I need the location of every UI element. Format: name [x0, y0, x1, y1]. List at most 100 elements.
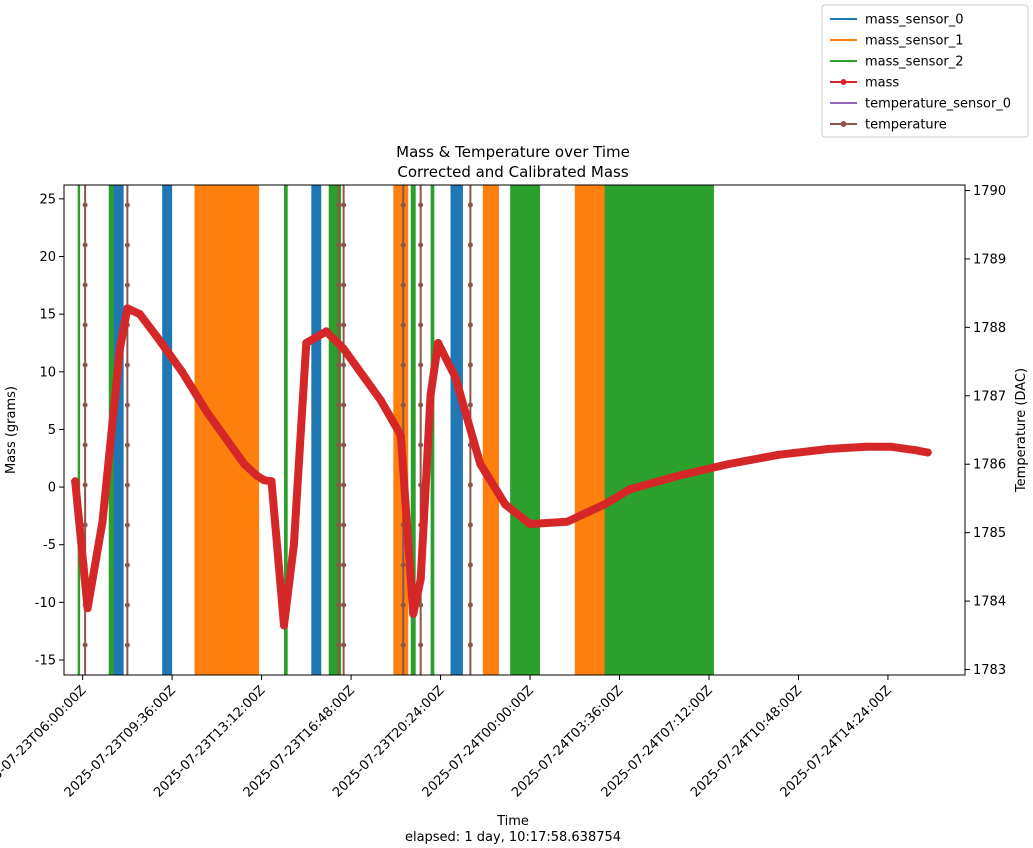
temperature-spike-dots-2	[336, 202, 342, 648]
mass-point	[153, 333, 162, 342]
temperature-point	[336, 562, 342, 568]
mass-point	[434, 338, 443, 347]
mass-layer	[71, 304, 932, 630]
mass-point	[526, 519, 535, 528]
mass-point	[71, 477, 80, 486]
mass-point	[923, 448, 932, 457]
temperature-point	[336, 242, 342, 248]
chart-subtitle: Corrected and Calibrated Mass	[397, 163, 628, 181]
temperature-point	[82, 642, 88, 648]
y-right-tick-label: 1788	[973, 321, 1006, 336]
legend-label: mass_sensor_2	[865, 55, 964, 70]
y-left-tick-label: 20	[39, 250, 56, 265]
temperature-point	[82, 482, 88, 488]
temperature-point	[467, 522, 473, 528]
mass-point	[252, 471, 261, 480]
mass-point	[240, 460, 249, 469]
mass-point	[451, 373, 460, 382]
mass_sensor_1-band-0	[194, 185, 260, 675]
temperature-point	[82, 442, 88, 448]
mass_sensor_2-band-0	[77, 185, 81, 675]
mass_sensor_2-band-7	[604, 185, 714, 675]
temperature-point	[400, 322, 406, 328]
legend-entry-temperature: temperature	[830, 118, 947, 133]
mass-point	[774, 450, 783, 459]
temperature-point	[82, 362, 88, 368]
temperature-point	[467, 562, 473, 568]
mass_sensor_2-band-4	[410, 185, 416, 675]
mass-point	[476, 460, 485, 469]
temperature-point	[124, 522, 130, 528]
temperature-point	[124, 602, 130, 608]
legend-entry-temperature-sensor-0: temperature_sensor_0	[830, 97, 1011, 112]
mass-point	[886, 442, 895, 451]
temperature-point	[124, 642, 130, 648]
temperature-point	[400, 362, 406, 368]
mass_sensor_0-band-3	[450, 185, 463, 675]
legend-marker	[840, 121, 847, 127]
mass-point	[260, 476, 269, 485]
mass_sensor_0-band-2	[311, 185, 322, 675]
mass_sensor_0-band-1	[162, 185, 173, 675]
mass_sensor_2-band-6	[510, 185, 540, 675]
temperature-point	[124, 402, 130, 408]
temperature-point	[341, 362, 347, 368]
temperature-point	[400, 602, 406, 608]
temperature-point	[418, 322, 424, 328]
temperature-point	[124, 562, 130, 568]
legend-label: temperature_sensor_0	[865, 97, 1011, 112]
y-right-tick-label: 1785	[973, 526, 1006, 541]
temperature-point	[341, 442, 347, 448]
temperature-point	[336, 642, 342, 648]
legend-entry-mass-sensor-0: mass_sensor_0	[830, 13, 964, 28]
temperature-point	[400, 242, 406, 248]
y-right-tick-label: 1790	[973, 184, 1006, 199]
temperature-point	[341, 642, 347, 648]
chart-title: Mass & Temperature over Time	[396, 143, 630, 161]
y-axis-left-label: Mass (grams)	[4, 386, 19, 474]
mass-point	[339, 344, 348, 353]
temperature-point	[336, 522, 342, 528]
legend-label: temperature	[865, 118, 947, 133]
legend-label: mass	[865, 76, 899, 91]
mass-point	[267, 477, 276, 486]
temperature-spike-dots-1	[124, 202, 130, 648]
temperature-spike-dots-6	[467, 202, 473, 648]
temperature-point	[82, 242, 88, 248]
temperature-point	[467, 242, 473, 248]
temperature-point	[341, 242, 347, 248]
temperature-point	[124, 442, 130, 448]
temperature-point	[124, 282, 130, 288]
temperature-point	[467, 402, 473, 408]
mass-point	[279, 621, 288, 630]
y-axis-right: 1783 1784 1785 1786 1787 1788 1789 1790	[965, 184, 1006, 678]
mass-point	[600, 500, 609, 509]
mass-point	[625, 485, 634, 494]
temperature-point	[336, 602, 342, 608]
temperature-point	[341, 602, 347, 608]
mass-point	[115, 344, 124, 353]
mass-point	[396, 431, 405, 440]
mass-point	[588, 506, 597, 515]
mass-point	[824, 445, 833, 454]
temperature-point	[467, 322, 473, 328]
temperature-point	[336, 202, 342, 208]
mass-point	[724, 460, 733, 469]
temperature-point	[336, 442, 342, 448]
plot-frame	[63, 184, 966, 676]
mass-point	[409, 609, 418, 618]
temperature-point	[418, 202, 424, 208]
temperature-point	[418, 402, 424, 408]
temperature-point	[336, 362, 342, 368]
y-left-tick-label: -5	[43, 538, 56, 553]
temperature-point	[82, 282, 88, 288]
y-right-tick-label: 1784	[973, 595, 1006, 610]
temperature-point	[82, 402, 88, 408]
mass-point	[861, 442, 870, 451]
mass-point	[563, 517, 572, 526]
mass-point	[98, 517, 107, 526]
mass-points	[71, 304, 932, 630]
temperature-point	[467, 602, 473, 608]
legend-entry-mass-sensor-1: mass_sensor_1	[830, 34, 964, 49]
